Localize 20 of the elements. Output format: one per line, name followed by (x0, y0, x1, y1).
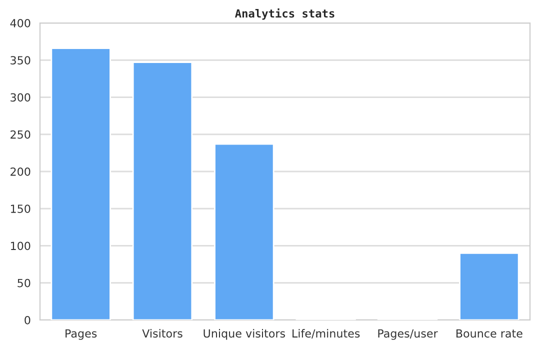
x-tick-label: Life/minutes (292, 329, 360, 338)
x-tick-label: Pages (66, 329, 97, 340)
chart-title: Analytics stats (235, 8, 334, 20)
x-tick-label: Unique visitors (204, 329, 286, 340)
y-tick-label: 250 (10, 130, 30, 139)
y-tick-label: 0 (24, 316, 30, 324)
bar (50, 48, 111, 320)
y-tick-label: 350 (10, 56, 30, 65)
y-tick-label: 100 (10, 242, 30, 250)
y-tick-label: 50 (18, 278, 30, 288)
x-tick-label: Visitors (142, 329, 182, 338)
y-tick-label: 400 (10, 18, 30, 28)
bar (214, 143, 274, 320)
bar (132, 62, 193, 320)
y-tick-label: 300 (10, 93, 30, 102)
bar (459, 252, 520, 320)
x-tick-label: Bounce rate (456, 329, 522, 338)
x-tick-label: Pages/user (378, 329, 438, 340)
y-tick-label: 200 (10, 167, 30, 176)
y-tick-label: 150 (10, 204, 30, 214)
